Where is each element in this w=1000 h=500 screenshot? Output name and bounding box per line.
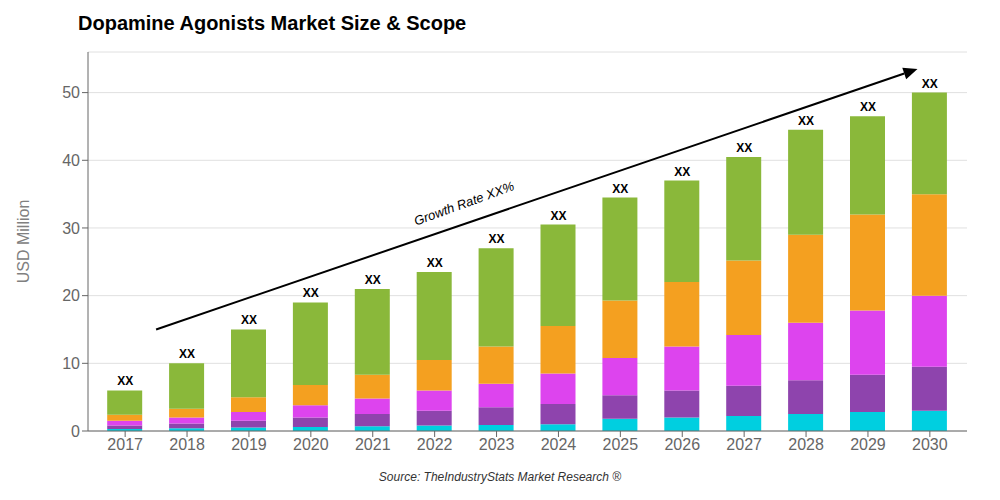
svg-text:2028: 2028 xyxy=(788,436,824,453)
svg-text:XX: XX xyxy=(117,374,133,388)
html-text:Source: TheIndustryStats Marke: Source: TheIndustryStats Market Research… xyxy=(378,470,622,484)
svg-text:XX: XX xyxy=(489,232,505,246)
svg-text:30: 30 xyxy=(62,220,80,237)
svg-text:10: 10 xyxy=(62,355,80,372)
svg-text:XX: XX xyxy=(365,273,381,287)
svg-text:2023: 2023 xyxy=(479,436,515,453)
svg-text:XX: XX xyxy=(303,286,319,300)
svg-text:2030: 2030 xyxy=(912,436,948,453)
svg-text:XX: XX xyxy=(427,256,443,270)
svg-text:XX: XX xyxy=(736,141,752,155)
svg-text:2024: 2024 xyxy=(541,436,577,453)
svg-text:XX: XX xyxy=(612,182,628,196)
svg-text:XX: XX xyxy=(860,100,876,114)
svg-text:0: 0 xyxy=(71,423,80,440)
svg-text:XX: XX xyxy=(674,165,690,179)
svg-text:2022: 2022 xyxy=(417,436,453,453)
svg-text:40: 40 xyxy=(62,152,80,169)
svg-text:2019: 2019 xyxy=(231,436,267,453)
svg-text:XX: XX xyxy=(798,114,814,128)
svg-text:2029: 2029 xyxy=(850,436,886,453)
svg-text:2021: 2021 xyxy=(355,436,391,453)
svg-text:20: 20 xyxy=(62,287,80,304)
svg-text:2026: 2026 xyxy=(664,436,700,453)
svg-text:Growth Rate XX%: Growth Rate XX% xyxy=(412,178,516,228)
html-text:Dopamine Agonists Market Size: Dopamine Agonists Market Size & Scope xyxy=(78,12,467,34)
svg-text:2017: 2017 xyxy=(107,436,143,453)
svg-text:2027: 2027 xyxy=(726,436,762,453)
svg-text:XX: XX xyxy=(241,313,257,327)
svg-text:50: 50 xyxy=(62,84,80,101)
svg-text:2020: 2020 xyxy=(293,436,329,453)
svg-text:XX: XX xyxy=(922,77,938,91)
svg-text:XX: XX xyxy=(550,209,566,223)
svg-text:USD Million: USD Million xyxy=(15,200,32,284)
svg-text:2025: 2025 xyxy=(603,436,639,453)
svg-text:XX: XX xyxy=(179,347,195,361)
svg-text:2018: 2018 xyxy=(169,436,205,453)
